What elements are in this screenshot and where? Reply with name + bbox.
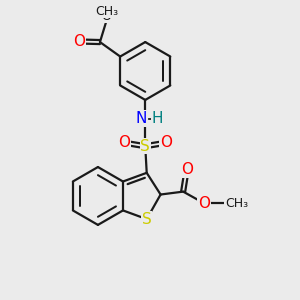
Text: O: O (160, 135, 172, 150)
Text: O: O (198, 196, 210, 211)
Text: O: O (118, 135, 130, 150)
Text: S: S (140, 139, 150, 154)
Text: N: N (135, 111, 147, 126)
Text: H: H (152, 111, 163, 126)
Text: CH₃: CH₃ (225, 197, 248, 210)
Text: O: O (73, 34, 85, 49)
Text: CH₃: CH₃ (95, 5, 118, 18)
Text: O: O (181, 162, 193, 177)
Text: S: S (142, 212, 152, 226)
Text: O: O (101, 10, 111, 22)
